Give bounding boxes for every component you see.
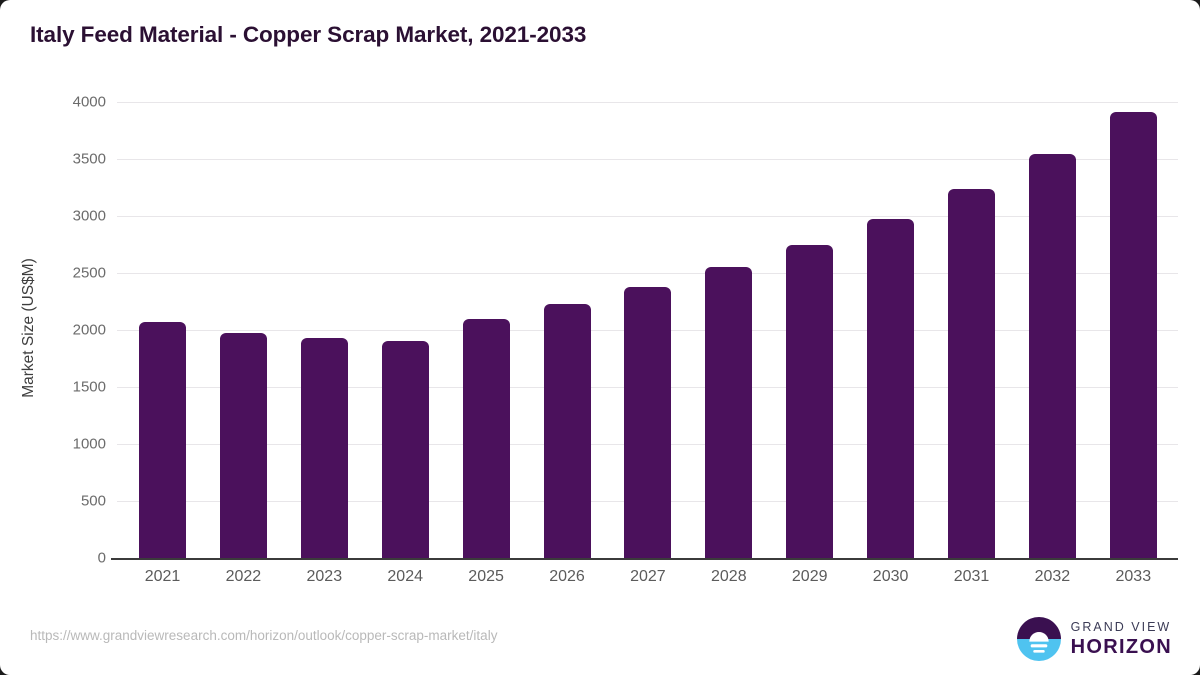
gridline [117, 102, 1178, 103]
x-axis-tick-label: 2024 [387, 568, 423, 585]
bar[interactable] [219, 333, 267, 558]
brand-logo[interactable]: GRAND VIEW HORIZON [1016, 617, 1172, 661]
y-axis-tick-label: 1500 [72, 378, 106, 396]
y-axis-title: Market Size (US$M) [20, 258, 37, 398]
bar[interactable] [1028, 153, 1076, 558]
y-axis-tick-label: 500 [80, 492, 106, 510]
bar[interactable] [139, 322, 186, 558]
x-axis-tick-label: 2021 [144, 568, 181, 585]
source-url[interactable]: https://www.grandviewresearch.com/horizo… [30, 628, 498, 643]
bar[interactable] [948, 189, 995, 558]
y-axis-tick-label: 1000 [72, 435, 106, 453]
y-axis-tick-label: 2500 [72, 264, 106, 282]
x-axis-tick-label: 2030 [872, 568, 909, 585]
bar[interactable] [543, 303, 591, 558]
x-axis-tick-label: 2025 [468, 568, 504, 585]
y-axis-tick-label: 4000 [72, 93, 106, 111]
x-axis-tick-label: 2029 [791, 568, 828, 585]
x-axis-tick-label: 2033 [1115, 568, 1152, 585]
gridline [117, 159, 1178, 160]
bar[interactable] [381, 341, 429, 558]
y-axis-tick-label: 2000 [72, 321, 106, 339]
x-axis-tick-label: 2027 [630, 568, 666, 585]
y-axis-tick-label: 3000 [72, 207, 106, 225]
logo-top-text: GRAND VIEW [1070, 620, 1172, 635]
bar[interactable] [786, 245, 834, 558]
logo-bottom-text: HORIZON [1070, 635, 1172, 658]
x-axis-tick-label: 2026 [549, 568, 585, 585]
gridline [117, 216, 1178, 217]
bar[interactable] [624, 286, 672, 558]
y-axis-tick-label: 3500 [72, 150, 106, 168]
logo-wordmark: GRAND VIEW HORIZON [1071, 621, 1172, 657]
horizon-logo-icon [1016, 617, 1061, 661]
x-axis-tick-label: 2028 [711, 568, 747, 585]
x-axis-tick-label: 2022 [225, 568, 262, 585]
x-axis-tick-label: 2032 [1034, 568, 1071, 585]
bar[interactable] [462, 318, 510, 558]
gridline [117, 273, 1178, 274]
bar[interactable] [705, 267, 753, 558]
x-axis-tick-label: 2023 [306, 568, 343, 585]
page-title: Italy Feed Material - Copper Scrap Marke… [30, 22, 587, 47]
bar[interactable] [867, 219, 915, 558]
x-axis-tick-label: 2031 [953, 568, 990, 585]
y-axis-tick-label: 0 [97, 549, 106, 567]
bar[interactable] [300, 337, 348, 558]
bar[interactable] [1109, 111, 1157, 558]
x-axis-line [111, 558, 1178, 560]
